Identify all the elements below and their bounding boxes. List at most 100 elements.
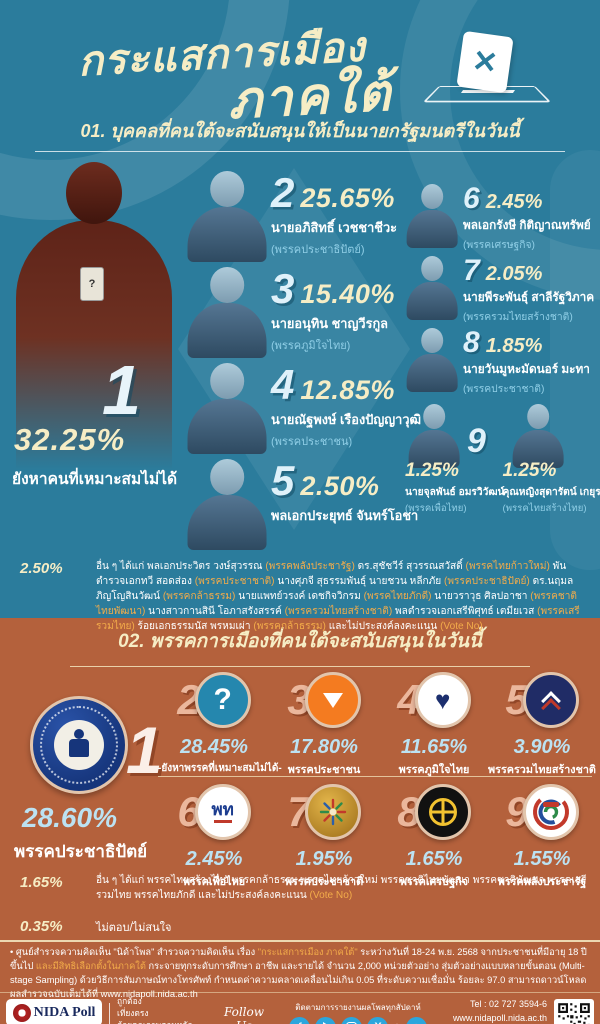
youtube-icon[interactable] <box>315 1016 337 1024</box>
party-cell: 3 17.80% พรรคประชาชน <box>268 670 380 778</box>
percent-value: 1.65% <box>405 848 463 870</box>
candidate-party: (พรรคเศรษฐกิจ) <box>463 240 535 251</box>
heart-glyph: ♥ <box>434 685 451 715</box>
candidate-photo <box>511 402 565 468</box>
tie-candidate-right: 1.25% คุณหญิงสุดารัตน์ เกยุราพันธุ์ (พรร… <box>503 460 600 516</box>
starburst-glyph <box>319 798 346 826</box>
no-answer-percent: 0.35% <box>20 918 63 935</box>
footer-divider <box>0 992 600 993</box>
party-cell: 8 1.65% พรรคเศรษฐกิจ <box>378 782 490 890</box>
party-cell: 5 3.90% พรรครวมไทยสร้างชาติ <box>486 670 598 778</box>
percent-value: 1.85% <box>485 335 543 357</box>
percent-value: 28.60% <box>22 802 117 833</box>
pheuthai-text: พท <box>211 800 234 820</box>
percent-value: 2.50% <box>300 471 380 501</box>
logo-figure <box>69 729 89 757</box>
silhouette-head <box>66 162 122 224</box>
section1-heading: 01. บุคคลที่คนใต้จะสนับสนุนให้เป็นนายกรั… <box>80 121 520 141</box>
rank-number: 3 <box>271 265 295 312</box>
instagram-icon[interactable] <box>341 1016 363 1024</box>
candidate-row: 8 1.85% นายวันมูหะมัดนอร์ มะทา (พรรคประชา… <box>405 326 600 398</box>
unknown-person-silhouette: ? <box>14 162 174 492</box>
rank-number: 5 <box>271 457 295 504</box>
no-answer-label: ไม่ตอบ/ไม่สนใจ <box>96 922 172 934</box>
candidate-party: (พรรครวมไทยสร้างชาติ) <box>463 312 573 323</box>
candidate-photo <box>405 254 459 320</box>
candidate-name: นายอภิสิทธิ์ เวชชาชีวะ <box>271 220 398 235</box>
section2-underline <box>70 666 530 667</box>
candidate-name: นายณัฐพงษ์ เรืองปัญญาวุฒิ <box>271 412 422 427</box>
x-icon[interactable]: X <box>367 1016 389 1024</box>
others-text: อื่น ๆ ได้แก่ พรรคไทยสร้างไทย พรรคกล้าธร… <box>96 875 587 901</box>
percent-value: 12.85% <box>300 375 395 405</box>
quality-line: ด้วยคุณภาพตามหลักวิชาการ <box>117 1019 209 1024</box>
percent-value: 2.05% <box>485 263 543 285</box>
party-cell: 6 พท 2.45% พรรคเพื่อไทย <box>158 782 270 890</box>
others-percent: 1.65% <box>20 874 63 891</box>
plus-sign: + <box>393 1020 400 1024</box>
section1-content: ? 1 32.25% ยังหาคนที่เหมาะสมไม่ได้ 2 25.6… <box>0 150 600 552</box>
party-cell: 4 ♥ 11.65% พรรคภูมิใจไทย <box>378 670 490 778</box>
candidate-name: นายวันมูหะมัดนอร์ มะทา <box>463 362 590 376</box>
nida-emblem-icon <box>12 1003 31 1022</box>
ballot-box-icon: ✕ <box>422 30 552 112</box>
rank-number: 6 <box>177 788 201 836</box>
methodology-divider <box>0 940 600 942</box>
social-caption: ติดตามการรายงานผลโพลทุกสัปดาห์ <box>295 1002 421 1012</box>
rank-number: 5 <box>505 676 529 724</box>
social-block: ติดตามการรายงานผลโพลทุกสัปดาห์ f X + ♪ <box>279 1001 437 1024</box>
bhumjaithai-logo: ♥ <box>414 672 471 728</box>
contact-tel[interactable]: Tel : 02 727 3594-6 <box>469 999 547 1010</box>
candidate-photo <box>405 182 459 248</box>
ballot-x-mark: ✕ <box>470 43 500 81</box>
candidate-photo <box>185 264 269 358</box>
footer-vertical-divider <box>109 1003 110 1024</box>
rank-number: 2 <box>177 676 201 724</box>
qr-code[interactable] <box>554 999 594 1024</box>
rank-number: 2 <box>271 169 295 216</box>
party-name: พรรคภูมิใจไทย <box>398 764 470 776</box>
contact-block: Tel : 02 727 3594-6 www.nidapoll.nida.ac… <box>444 998 547 1024</box>
nida-poll-logo: NIDA Poll <box>6 999 102 1024</box>
candidate-row: 3 15.40% นายอนุทิน ชาญวีรกูล (พรรคภูมิใจไ… <box>185 264 405 360</box>
candidate-name: คุณหญิงสุดารัตน์ เกยุราพันธุ์ <box>502 487 600 498</box>
rank1-number: 1 <box>102 351 141 429</box>
triangle-glyph <box>322 692 343 708</box>
party-name: พรรคพลังประชารัฐ <box>497 876 587 888</box>
facebook-icon[interactable]: f <box>289 1016 311 1024</box>
rank-number: 3 <box>287 676 311 724</box>
candidate-row: 6 2.45% พลเอกรังษี กิติญาณทรัพย์ (พรรคเศร… <box>405 182 600 254</box>
candidate-name: นายอนุทิน ชาญวีรกูล <box>271 316 389 331</box>
contact-website[interactable]: www.nidapoll.nida.ac.th <box>452 1013 547 1024</box>
party-rows-divider <box>158 776 592 777</box>
rank1-label: ยังหาคนที่เหมาะสมไม่ได้ <box>12 471 178 488</box>
rank1-percent: 32.25% <box>14 422 126 457</box>
party-name: พรรคเศรษฐกิจ <box>399 876 469 888</box>
rank1-block: ? 1 32.25% ยังหาคนที่เหมาะสมไม่ได้ <box>0 150 185 552</box>
candidate-row: 7 2.05% นายพีระพันธุ์ สาลีรัฐวิภาค (พรรคร… <box>405 254 600 326</box>
candidate-photo <box>185 168 269 262</box>
candidate-name: พลเอกประยุทธ์ จันทร์โอชา <box>271 508 419 523</box>
social-icons-row: f X + ♪ <box>279 1016 437 1024</box>
prachachat-logo <box>304 784 361 840</box>
candidate-name: พลเอกรังษี กิติญาณทรัพย์ <box>463 218 591 232</box>
ruamthai-sangchart-logo <box>522 672 579 728</box>
percent-value: 2.45% <box>485 191 543 213</box>
candidates-right-column: 6 2.45% พลเอกรังษี กิติญาณทรัพย์ (พรรคเศร… <box>405 150 600 552</box>
ballot-paper-icon: ✕ <box>456 30 514 94</box>
party-name: พรรคประชาชน <box>287 764 361 776</box>
candidate-party: (พรรคเพื่อไทย) <box>405 503 467 514</box>
methodology-note: • ศูนย์สำรวจความคิดเห็น "นิด้าโพล" สำรวจ… <box>10 947 587 999</box>
tiktok-icon[interactable]: ♪ <box>405 1016 427 1024</box>
quality-statement: ถูกต้อง เที่ยงตรง ด้วยคุณภาพตามหลักวิชาก… <box>117 995 209 1024</box>
party-cell: 7 1.95% พรรคประชาชาติ <box>268 782 380 890</box>
rank-number: 7 <box>463 254 480 287</box>
palang-pracharath-logo <box>522 784 579 840</box>
candidate-photo <box>405 326 459 392</box>
question-mark-logo: ? <box>194 672 251 728</box>
rank-number: 9 <box>505 788 529 836</box>
rank-number: 9 <box>467 422 486 460</box>
rank-number: 4 <box>397 676 421 724</box>
candidate-party: (พรรคประชาชน) <box>271 436 353 448</box>
